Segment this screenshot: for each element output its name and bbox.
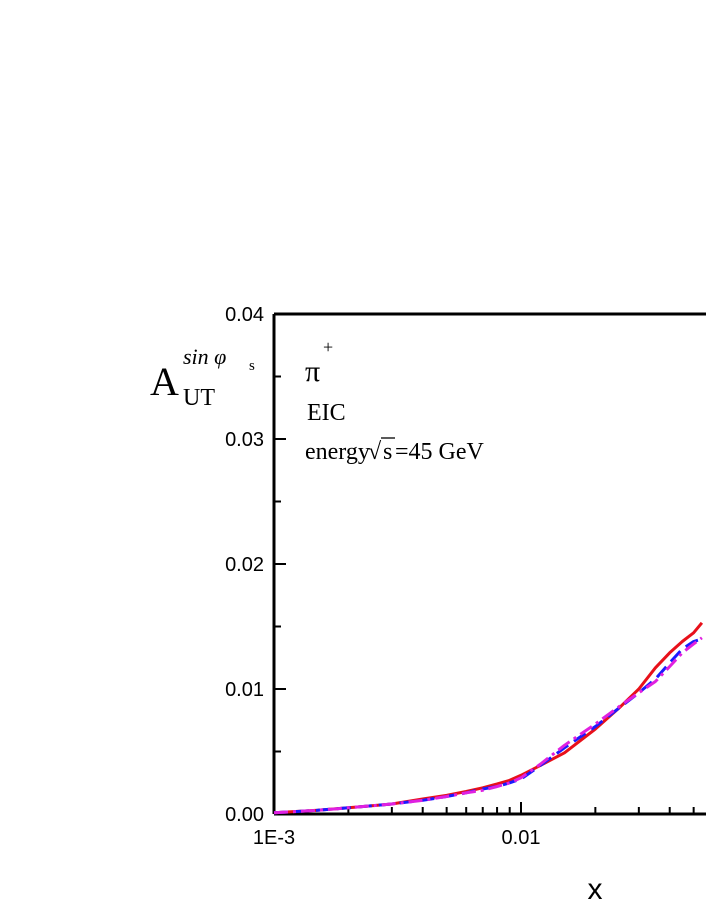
y-tick-label: 0.04 (225, 304, 264, 326)
annotation-experiment: EIC (307, 400, 346, 426)
series-line-3 (273, 636, 703, 815)
annotation-particle: π (305, 355, 320, 388)
series-line-2 (273, 637, 703, 815)
annotation-sqrt-arg: s (383, 439, 392, 465)
x-tick-label: 1E-3 (253, 827, 295, 849)
y-tick-label: 0.00 (225, 804, 264, 826)
annotation-particle-charge: + (323, 337, 333, 357)
series-layer (273, 621, 704, 815)
y-tick-label: 0.02 (225, 554, 264, 576)
y-label-subscript: UT (183, 385, 215, 411)
annotation-sqrt-symbol: √ (368, 439, 382, 465)
x-tick-label: 0.01 (502, 827, 541, 849)
y-label-main: A (150, 359, 179, 404)
y-axis-ticks: 0.00 0.01 0.02 0.03 0.04 (225, 304, 286, 826)
annotation-energy-prefix: energy (305, 439, 370, 465)
y-tick-label: 0.03 (225, 429, 264, 451)
series-line-1 (273, 621, 704, 815)
y-label-superscript: sin φ (183, 344, 226, 369)
annotation-block: π + EIC energy √ s =45 GeV (305, 337, 485, 465)
annotation-energy-value: =45 GeV (395, 439, 485, 465)
y-axis-label: A UT sin φ s (150, 344, 255, 411)
y-label-superscript-sub: s (249, 358, 255, 374)
y-tick-label: 0.01 (225, 679, 264, 701)
plot-frame (272, 312, 706, 816)
x-axis-ticks: 1E-3 0.01 (253, 802, 695, 849)
x-axis-label: x (588, 873, 603, 906)
